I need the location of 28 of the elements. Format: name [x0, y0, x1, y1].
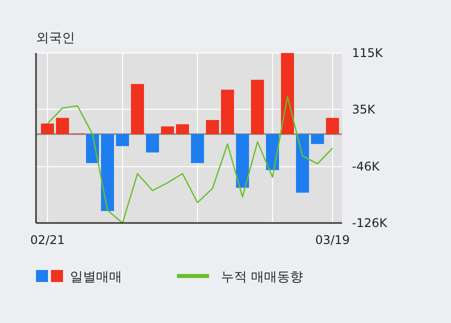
bar [266, 134, 279, 170]
bar [281, 53, 294, 134]
x-tick-label: 02/21 [30, 233, 65, 247]
bar [221, 90, 234, 134]
bar [191, 134, 204, 164]
x-tick-label: 03/19 [315, 233, 350, 247]
bar [41, 124, 54, 134]
bar [296, 134, 309, 193]
chart-title: 외국인 [36, 31, 75, 46]
y-tick-label: -126K [352, 216, 388, 230]
bar [146, 134, 159, 152]
bar [251, 80, 264, 134]
y-tick-label: 115K [352, 46, 384, 60]
bar [56, 118, 69, 134]
legend-label: 일별매매 [70, 270, 122, 285]
bar [116, 134, 129, 146]
bar [176, 124, 189, 134]
bar [161, 126, 174, 134]
bar [311, 134, 324, 144]
bar [206, 120, 219, 134]
bar [236, 134, 249, 188]
y-tick-label: -46K [352, 160, 381, 174]
bar [101, 134, 114, 212]
y-tick-label: 35K [352, 102, 376, 116]
bar [326, 118, 339, 134]
line-series [46, 96, 334, 224]
legend-label: 누적 매매동향 [221, 270, 304, 285]
bar [131, 84, 144, 134]
